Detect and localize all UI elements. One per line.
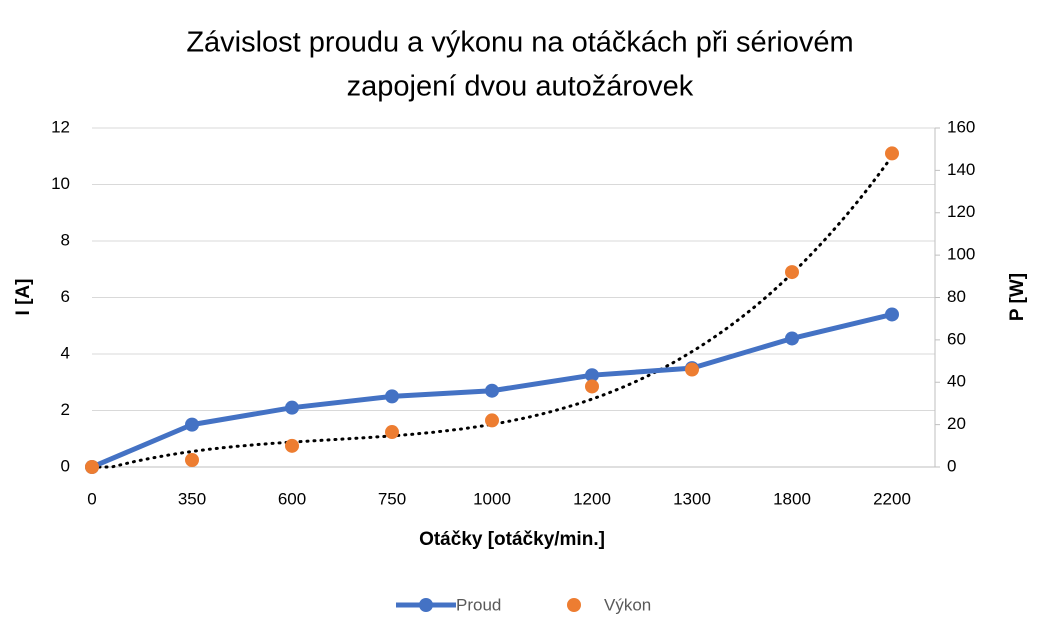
- point: [285, 438, 299, 453]
- x-tick-label: 0: [87, 489, 96, 508]
- point: [185, 453, 199, 468]
- y2-tick-label: 80: [947, 287, 966, 306]
- y2-tick-label: 100: [947, 245, 975, 264]
- x-tick-label: 1800: [773, 489, 811, 508]
- y2-tick-label: 120: [947, 202, 975, 221]
- x-tick-label: 1300: [673, 489, 711, 508]
- y2-tick-label: 140: [947, 160, 975, 179]
- point: [385, 425, 399, 440]
- y-tick-label: 12: [51, 117, 70, 136]
- point: [485, 413, 499, 428]
- chart-title: zapojení dvou autožárovek: [347, 71, 694, 103]
- y-tick-label: 2: [61, 400, 70, 419]
- y2-tick-label: 60: [947, 329, 966, 348]
- point: [785, 331, 799, 346]
- legend-label: Proud: [456, 595, 501, 614]
- point: [885, 307, 899, 322]
- x-tick-label: 1000: [473, 489, 511, 508]
- y2-tick-label: 160: [947, 117, 975, 136]
- y-axis-title: I [A]: [13, 279, 34, 316]
- y-tick-label: 10: [51, 174, 70, 193]
- y2-axis-title: P [W]: [1007, 273, 1028, 321]
- x-tick-label: 1200: [573, 489, 611, 508]
- point: [585, 379, 599, 394]
- y2-tick-label: 20: [947, 414, 966, 433]
- y-tick-label: 6: [61, 287, 70, 306]
- trendline: [90, 154, 894, 469]
- legend-marker: [419, 598, 433, 612]
- point: [885, 146, 899, 161]
- x-tick-label: 2200: [873, 489, 911, 508]
- y-tick-label: 0: [61, 456, 70, 475]
- point: [85, 460, 99, 474]
- y-tick-label: 4: [61, 343, 70, 362]
- y-tick-label: 8: [61, 230, 70, 249]
- point: [185, 417, 199, 432]
- x-tick-label: 600: [278, 489, 306, 508]
- point: [585, 368, 599, 383]
- point: [385, 389, 399, 404]
- x-tick-label: 750: [378, 489, 406, 508]
- point: [685, 362, 699, 377]
- legend-label: Výkon: [604, 595, 651, 614]
- point: [485, 383, 499, 398]
- y2-tick-label: 40: [947, 372, 966, 391]
- point: [285, 400, 299, 415]
- x-axis-title: Otáčky [otáčky/min.]: [419, 529, 605, 550]
- legend-marker: [567, 598, 581, 612]
- x-tick-label: 350: [178, 489, 206, 508]
- point: [785, 265, 799, 280]
- chart-title: Závislost proudu a výkonu na otáčkách př…: [186, 27, 853, 59]
- y2-tick-label: 0: [947, 456, 956, 475]
